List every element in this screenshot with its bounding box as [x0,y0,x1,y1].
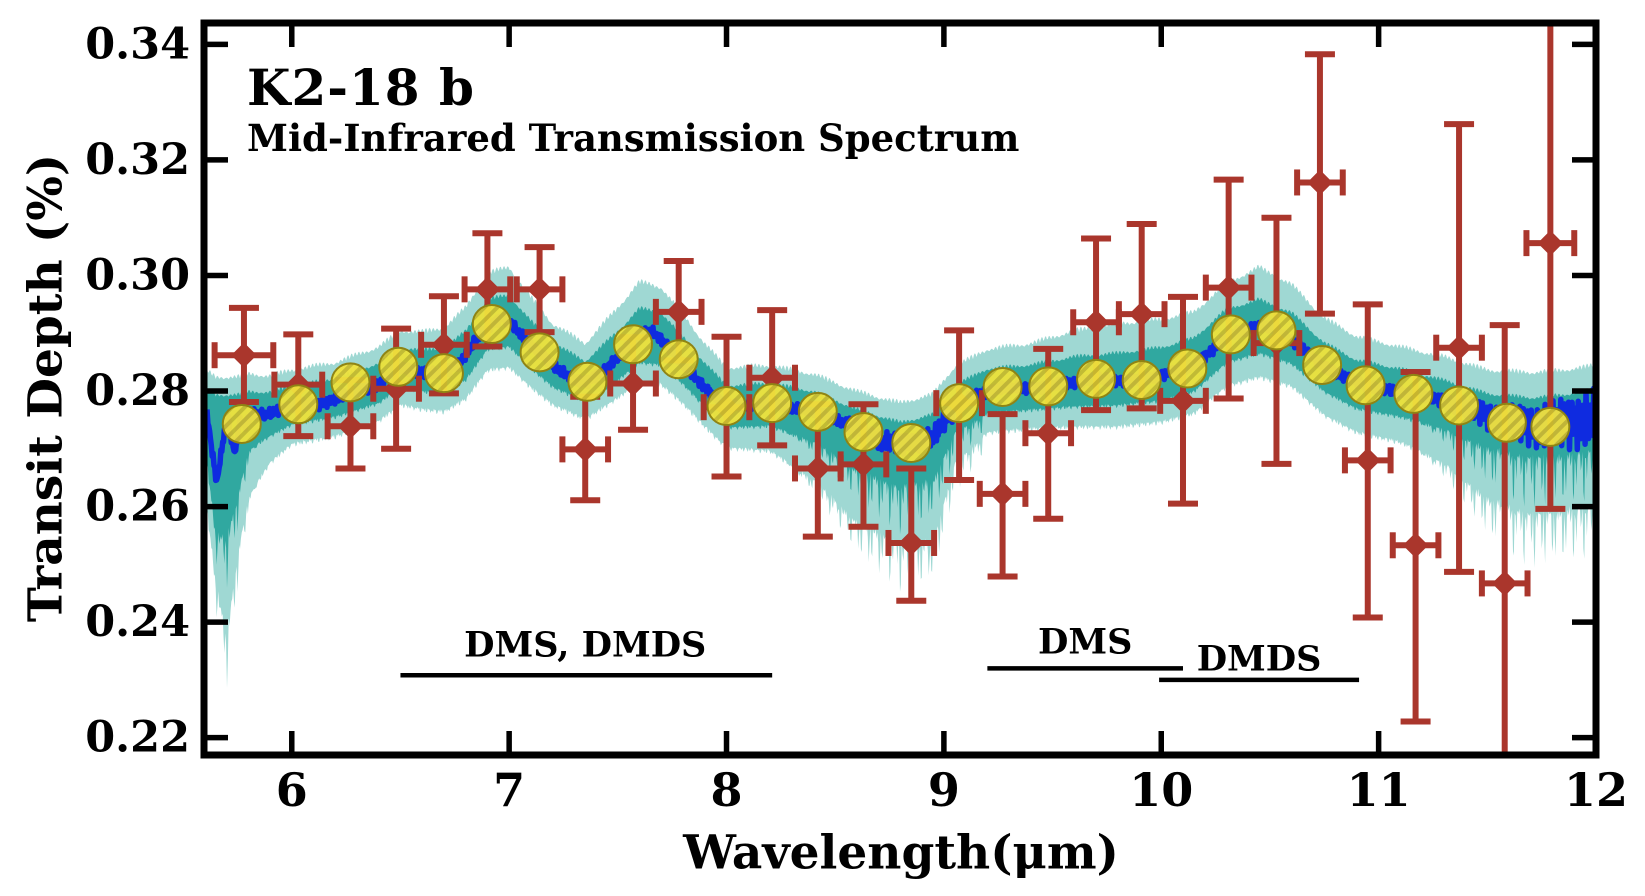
model-binned-point [797,391,838,432]
data-point-errorbar [1202,176,1255,402]
model-binned-point [1028,366,1069,407]
model-binned-point [982,366,1023,407]
x-tick-label: 8 [711,763,743,817]
y-tick-label: 0.32 [85,135,190,185]
x-tick-label: 9 [928,763,960,817]
model-binned-point [1121,360,1162,401]
model-binned-point [706,386,747,427]
chart-title: K2-18 b [247,58,475,117]
model-binned-point [658,339,699,380]
y-tick-label: 0.22 [85,713,190,763]
model-binned-point [1486,402,1527,443]
y-tick-label: 0.30 [85,250,190,300]
annotation-label: DMDS [1197,639,1322,680]
model-binned-point [1530,406,1571,447]
model-binned-point [1256,310,1297,351]
model-binned-point [471,304,512,345]
model-binned-point [378,346,419,387]
model-binned-point [423,353,464,394]
data-point-errorbar [211,304,277,405]
model-binned-point [278,384,319,425]
model-binned-point [613,324,654,365]
annotation-label: DMS [1038,621,1132,662]
x-tick-label: 11 [1347,763,1411,817]
data-point-errorbar [559,393,612,504]
data-point-errorbar [513,244,566,336]
plot-area [204,23,1599,755]
model-binned-point [221,403,262,444]
model-binned-point [1167,348,1208,389]
data-point-errorbar [1070,235,1122,414]
data-point-errorbar [1433,121,1485,575]
model-binned-point [1302,345,1343,386]
model-binned-point [1393,373,1434,414]
model-binned-point [891,423,932,464]
data-point-errorbar [1022,345,1075,522]
model-binned-point [752,383,793,424]
model-binned-point [939,383,980,424]
model-binned-point [567,361,608,402]
data-point-errorbar [1389,368,1442,725]
model-binned-point [843,412,884,453]
model-binned-point [1345,365,1386,406]
x-tick-label: 10 [1129,763,1193,817]
model-binned-point [330,362,371,403]
y-tick-label: 0.24 [85,597,190,647]
y-tick-label: 0.34 [85,19,190,69]
data-point-errorbar [746,307,798,449]
data-point-errorbar [976,411,1029,580]
x-tick-label: 7 [493,763,525,817]
x-tick-label: 6 [276,763,308,817]
x-axis-label: Wavelength(μm) [683,825,1119,881]
data-point-errorbar [1294,51,1346,317]
y-axis-label: Transit Depth (%) [18,153,74,623]
annotation-label: DMS, DMDS [464,625,706,666]
data-point-errorbar [1341,301,1394,621]
data-point-errorbar [1115,221,1168,412]
y-tick-label: 0.28 [85,366,190,416]
axis-ticks [204,23,1599,755]
chart-subtitle: Mid-Infrared Transmission Spectrum [247,116,1020,160]
model-binned-point [1076,358,1117,399]
model-binned-point [519,332,560,373]
y-tick-label: 0.26 [85,482,190,532]
model-binned-point [1439,385,1480,426]
data-point-errorbar [837,401,890,530]
data-point-errorbar [885,465,938,604]
x-tick-label: 12 [1564,763,1628,817]
model-binned-point [1210,314,1251,355]
data-point-errorbar [1157,293,1209,507]
